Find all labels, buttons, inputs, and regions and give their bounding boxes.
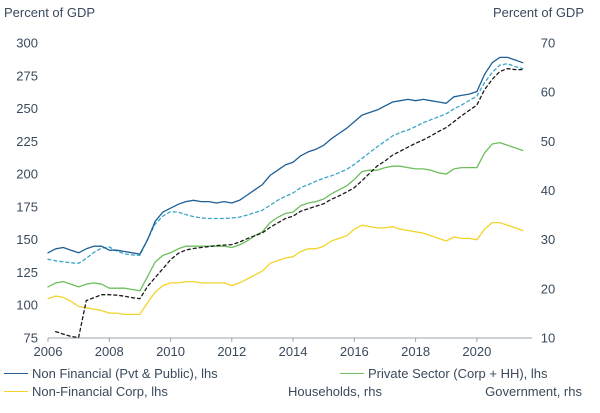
left-y-tick-label: 175	[16, 199, 38, 214]
legend-item-private: Private Sector (Corp + HH), lhs	[340, 366, 548, 381]
legend-item-households: Households, rhs	[288, 384, 382, 399]
legend-label-households: Households, rhs	[288, 384, 382, 399]
series-line-government	[55, 67, 524, 339]
legend-label-private: Private Sector (Corp + HH), lhs	[368, 366, 548, 381]
left-y-tick-label: 200	[16, 167, 38, 182]
x-tick-label: 2012	[217, 344, 246, 359]
left-y-tick-label: 300	[16, 36, 38, 51]
x-tick-label: 2014	[279, 344, 308, 359]
right-y-tick-label: 20	[541, 281, 555, 296]
legend-item-corp: Non-Financial Corp, lhs	[4, 384, 168, 399]
right-axis-unit-label: Percent of GDP	[492, 5, 584, 20]
left-y-tick-label: 125	[16, 265, 38, 280]
series-line-private	[47, 141, 524, 292]
right-y-tick-label: 50	[541, 134, 555, 149]
right-y-tick-label: 40	[541, 183, 555, 198]
left-y-tick-label: 150	[16, 232, 38, 247]
series-line-corp	[47, 221, 524, 316]
legend-item-nonfin: Non Financial (Pvt & Public), lhs	[4, 366, 218, 381]
chart-legend: Non Financial (Pvt & Public), lhs Private…	[0, 362, 600, 412]
x-tick-label: 2018	[401, 344, 430, 359]
legend-label-government: Government, rhs	[485, 384, 582, 399]
x-tick-label: 2006	[34, 344, 63, 359]
series-line-nonfin	[47, 56, 524, 255]
line-chart-plot: 2006 2008 2010 2012 2014 2016 2018 202075100125…	[16, 36, 555, 360]
x-tick-label: 2020	[462, 344, 491, 359]
legend-item-government: Government, rhs	[485, 384, 582, 399]
legend-swatch-corp	[4, 391, 28, 392]
right-y-tick-label: 60	[541, 85, 555, 100]
x-tick-label: 2010	[156, 344, 185, 359]
left-y-tick-label: 225	[16, 134, 38, 149]
legend-label-nonfin: Non Financial (Pvt & Public), lhs	[32, 366, 218, 381]
x-tick-label: 2008	[95, 344, 124, 359]
series-line-households	[47, 63, 524, 264]
left-y-tick-label: 250	[16, 101, 38, 116]
left-y-tick-label: 275	[16, 68, 38, 83]
x-tick-label: 2016	[340, 344, 369, 359]
right-y-tick-label: 70	[541, 36, 555, 51]
left-y-tick-label: 100	[16, 298, 38, 313]
right-y-tick-label: 10	[541, 331, 555, 346]
legend-swatch-private	[340, 373, 364, 374]
left-axis-unit-label: Percent of GDP	[4, 5, 96, 20]
legend-swatch-nonfin	[4, 373, 28, 374]
right-y-tick-label: 30	[541, 232, 555, 247]
legend-label-corp: Non-Financial Corp, lhs	[32, 384, 168, 399]
left-y-tick-label: 75	[24, 331, 38, 346]
